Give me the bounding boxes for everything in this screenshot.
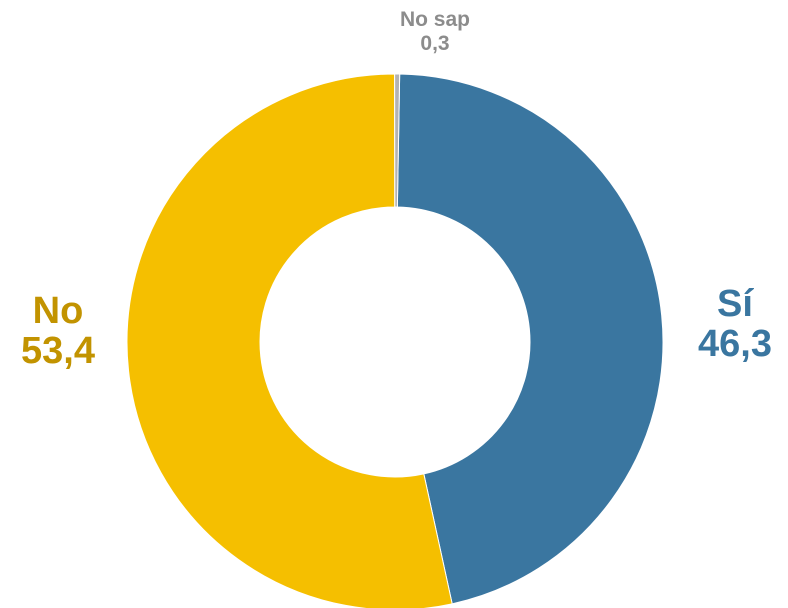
slice-value-si: 46,3 — [698, 322, 772, 365]
slice-value-no-sap: 0,3 — [420, 32, 450, 56]
donut-slice-no — [126, 73, 453, 608]
slice-name-no-sap: No sap — [399, 8, 470, 31]
slice-label-no: No 53,4 — [2, 290, 114, 372]
slice-name-no: No — [32, 290, 84, 332]
slice-label-no-sap: No sap 0,3 — [370, 8, 500, 56]
donut-slice-no-sap — [394, 73, 401, 208]
donut-slice-si — [396, 73, 664, 605]
slice-label-si: Sí 46,3 — [690, 283, 780, 365]
slice-name-si: Sí — [717, 283, 753, 325]
slice-value-no: 53,4 — [21, 329, 95, 372]
